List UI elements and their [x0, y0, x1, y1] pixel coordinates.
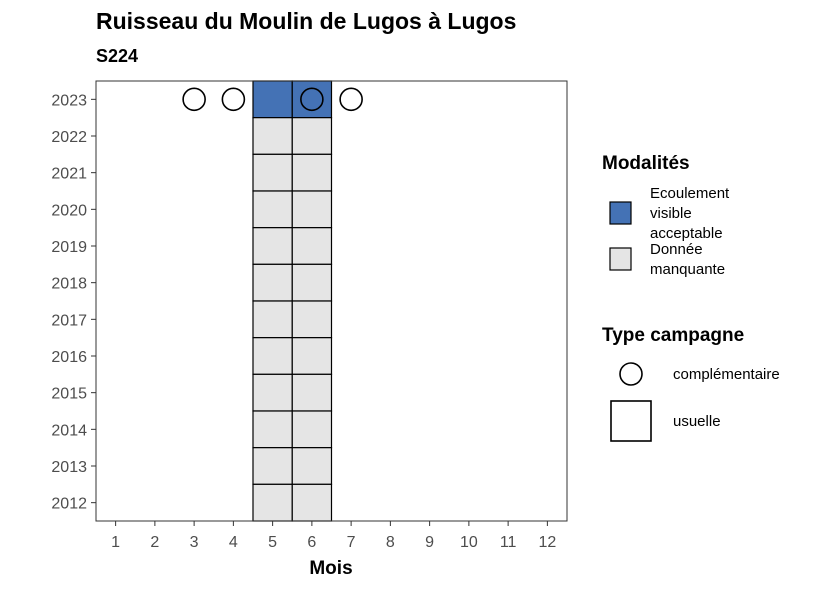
tile-5-2022	[252, 117, 293, 155]
y-tick-label: 2022	[51, 129, 87, 146]
tile-6-2017	[291, 300, 333, 339]
legend-label-campagne-0: complémentaire	[673, 366, 780, 383]
tile-6-2012	[291, 483, 333, 522]
tile-layer	[252, 80, 333, 522]
tile-5-2013	[252, 447, 293, 485]
tile-6-2021	[291, 153, 333, 192]
tile-6-2013	[291, 447, 333, 485]
panel-border	[95, 80, 568, 522]
tile-5-2015	[252, 373, 293, 412]
point-layer	[182, 87, 363, 112]
chart-subtitle: S224	[96, 46, 139, 66]
x-tick-label: 5	[268, 534, 277, 551]
x-tick-label: 7	[347, 534, 356, 551]
x-tick-label: 1	[111, 534, 120, 551]
legend-key-circle	[619, 362, 643, 386]
x-tick-label: 12	[538, 534, 556, 551]
x-tick-label: 3	[190, 534, 199, 551]
point-7-2023	[339, 87, 363, 112]
y-tick-label: 2013	[51, 459, 87, 476]
legend-label-modalite-0: visible	[650, 205, 692, 222]
point-6-2023	[300, 87, 324, 112]
point-3-2023	[182, 87, 206, 112]
legend-label-modalite-0: acceptable	[650, 225, 723, 242]
legend-title-type-campagne: Type campagne	[602, 325, 744, 346]
y-tick-label: 2014	[51, 422, 87, 439]
tile-6-2018	[291, 263, 333, 302]
legend-label-modalite-1: manquante	[650, 261, 725, 278]
tile-6-2020	[291, 190, 333, 229]
tile-5-2020	[252, 190, 293, 229]
y-tick-label: 2012	[51, 496, 87, 513]
y-tick-label: 2018	[51, 276, 87, 293]
y-tick-label: 2020	[51, 202, 87, 219]
x-axis-label: Mois	[309, 558, 352, 579]
y-tick-label: 2021	[51, 166, 87, 183]
x-tick-label: 9	[425, 534, 434, 551]
x-tick-label: 4	[229, 534, 238, 551]
chart-title: Ruisseau du Moulin de Lugos à Lugos	[96, 8, 517, 34]
legend-label-modalite-1: Donnée	[650, 241, 703, 258]
tile-6-2022	[291, 117, 333, 155]
x-tick-label: 2	[150, 534, 159, 551]
tile-5-2019	[252, 227, 293, 265]
tile-6-2019	[291, 227, 333, 265]
x-axis: 1 2 3 4 5 6 7 8 9 10 11 12	[111, 521, 556, 551]
tile-5-2021	[252, 153, 293, 192]
tile-6-2014	[291, 410, 333, 449]
x-tick-label: 6	[307, 534, 316, 551]
legend-type-campagne: complémentaire usuelle	[610, 362, 780, 442]
x-tick-label: 10	[460, 534, 478, 551]
tile-5-2012	[252, 483, 293, 522]
tile-6-2015	[291, 373, 333, 412]
point-4-2023	[221, 87, 246, 112]
tile-6-2016	[291, 337, 333, 375]
y-tick-label: 2016	[51, 349, 87, 366]
x-tick-label: 8	[386, 534, 395, 551]
tile-5-2017	[252, 300, 293, 339]
y-tick-label: 2019	[51, 239, 87, 256]
tile-5-2018	[252, 263, 293, 302]
tile-6-2023	[291, 80, 333, 119]
tile-5-2016	[252, 337, 293, 375]
legend-key-square	[610, 400, 652, 442]
y-tick-label: 2015	[51, 386, 87, 403]
legend-label-campagne-1: usuelle	[673, 413, 721, 430]
legend-key-modalite-0	[609, 201, 632, 225]
legend-title-modalites: Modalités	[602, 153, 690, 174]
y-axis: 2012 2013 2014 2015 2016 2017 2018 2019 2020 2021…	[51, 92, 96, 513]
legend-key-modalite-1	[609, 247, 632, 271]
legend-label-modalite-0: Ecoulement	[650, 185, 730, 202]
x-tick-label: 11	[500, 534, 517, 551]
tile-5-2023	[252, 80, 293, 119]
y-tick-label: 2017	[51, 312, 87, 329]
y-tick-label: 2023	[51, 92, 87, 109]
tile-5-2014	[252, 410, 293, 449]
